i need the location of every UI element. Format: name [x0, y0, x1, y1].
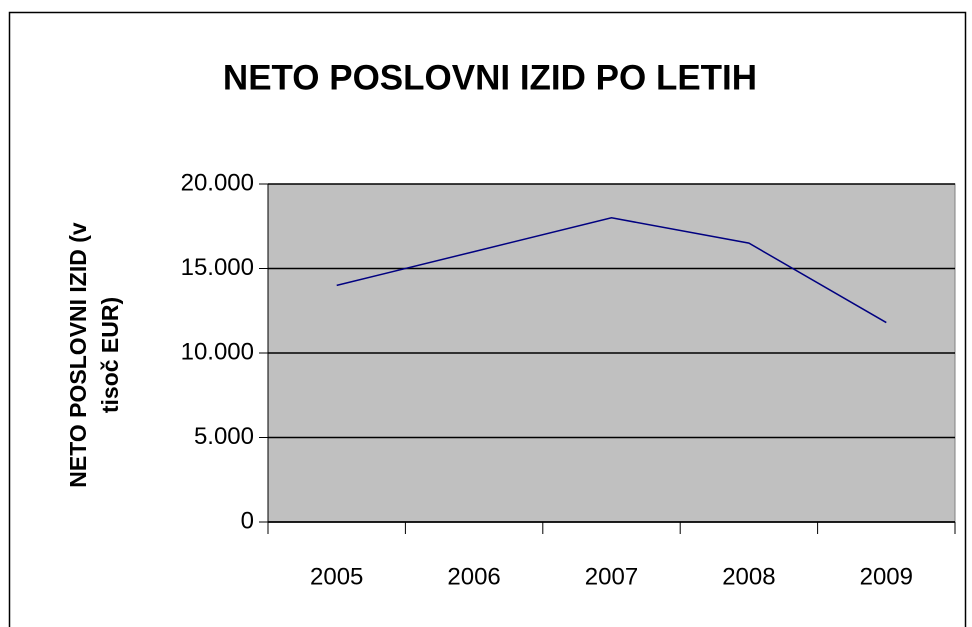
- x-tick-label: 2005: [310, 563, 363, 590]
- y-axis-title-line: tisoč EUR): [97, 297, 123, 413]
- y-tick-label: 10.000: [181, 338, 254, 365]
- y-tick-label: 20.000: [181, 169, 254, 196]
- y-axis-title: NETO POSLOVNI IZID (v tisoč EUR): [65, 222, 123, 488]
- x-tick-label: 2006: [447, 563, 500, 590]
- y-tick-label: 5.000: [194, 423, 254, 450]
- y-tick-label: 0: [241, 507, 254, 534]
- y-axis-title-line: NETO POSLOVNI IZID (v: [65, 222, 91, 488]
- y-tick-label: 15.000: [181, 254, 254, 281]
- x-tick-label: 2007: [585, 563, 638, 590]
- x-tick-label: 2009: [860, 563, 913, 590]
- x-tick-label: 2008: [722, 563, 775, 590]
- data-line: [336, 217, 887, 324]
- chart-title: NETO POSLOVNI IZID PO LETIH: [223, 58, 757, 97]
